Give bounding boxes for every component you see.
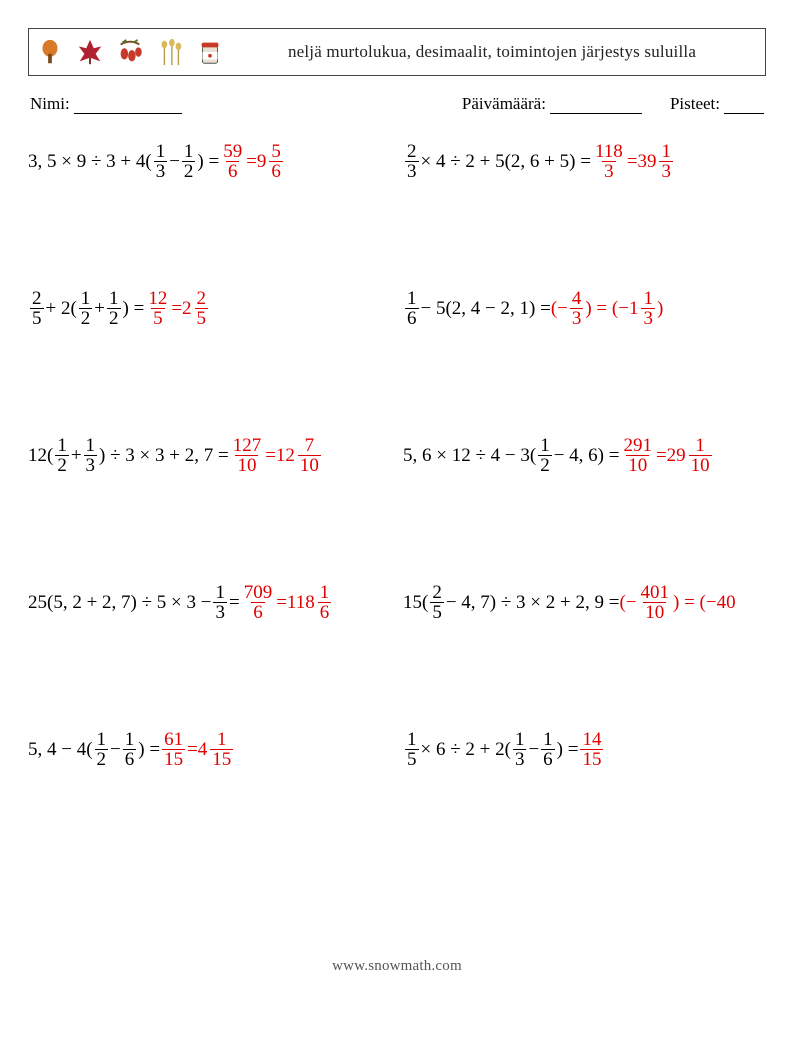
meta-row: Nimi: Päivämäärä: Pisteet: bbox=[30, 94, 764, 114]
tree-icon bbox=[35, 37, 65, 67]
header-bar: neljä murtolukua, desimaalit, toimintoje… bbox=[28, 28, 766, 76]
problem-7: 25(5, 2 + 2, 7) ÷ 5 × 3 − 13 = 7096 = 11… bbox=[28, 583, 391, 622]
score-label: Pisteet: bbox=[670, 94, 720, 114]
jam-jar-icon bbox=[195, 37, 225, 67]
problem-5: 12(12 + 13) ÷ 3 × 3 + 2, 7 = 12710 = 127… bbox=[28, 436, 391, 475]
problem-8: 15(25 − 4, 7) ÷ 3 × 2 + 2, 9 = (−40110) … bbox=[403, 583, 766, 622]
answer-2: 1183 = 3913 bbox=[591, 142, 675, 181]
problem-6: 5, 6 × 12 ÷ 4 − 3(12 − 4, 6) = 29110 = 2… bbox=[403, 436, 766, 475]
wheat-icon bbox=[155, 37, 185, 67]
problem-3: 25 + 2(12 + 12) = 125 = 225 bbox=[28, 289, 391, 328]
answer-5: 12710 = 12710 bbox=[229, 436, 323, 475]
problem-1: 3, 5 × 9 ÷ 3 + 4(13 − 12) = 596 = 956 bbox=[28, 142, 391, 181]
answer-6: 29110 = 29110 bbox=[619, 436, 713, 475]
problem-9: 5, 4 − 4(12 − 16) = 6115 = 4115 bbox=[28, 730, 391, 769]
problem-4: 16 − 5(2, 4 − 2, 1) = (−43) = (−113) bbox=[403, 289, 766, 328]
problem-10: 15 × 6 ÷ 2 + 2(13 − 16) = 1415 bbox=[403, 730, 766, 769]
date-blank[interactable] bbox=[550, 94, 642, 114]
footer-url: www.snowmath.com bbox=[0, 958, 794, 975]
answer-7: 7096 = 11816 bbox=[240, 583, 334, 622]
name-label: Nimi: bbox=[30, 94, 70, 114]
answer-4: (−43) = (−113) bbox=[551, 289, 663, 328]
header-icons bbox=[35, 37, 225, 67]
answer-1: 596 = 956 bbox=[219, 142, 285, 181]
answer-3: 125 = 225 bbox=[144, 289, 210, 328]
date-label: Päivämäärä: bbox=[462, 94, 546, 114]
berries-icon bbox=[115, 37, 145, 67]
score-blank[interactable] bbox=[724, 94, 764, 114]
name-blank[interactable] bbox=[74, 94, 182, 114]
worksheet-title: neljä murtolukua, desimaalit, toimintoje… bbox=[225, 42, 759, 62]
maple-leaf-icon bbox=[75, 37, 105, 67]
problems-grid: 3, 5 × 9 ÷ 3 + 4(13 − 12) = 596 = 956 23 … bbox=[28, 142, 766, 769]
answer-8: (−40110) = (−40 bbox=[619, 583, 735, 622]
answer-10: 1415 bbox=[578, 730, 605, 769]
problem-2: 23 × 4 ÷ 2 + 5(2, 6 + 5) = 1183 = 3913 bbox=[403, 142, 766, 181]
answer-9: 6115 = 4115 bbox=[160, 730, 235, 769]
